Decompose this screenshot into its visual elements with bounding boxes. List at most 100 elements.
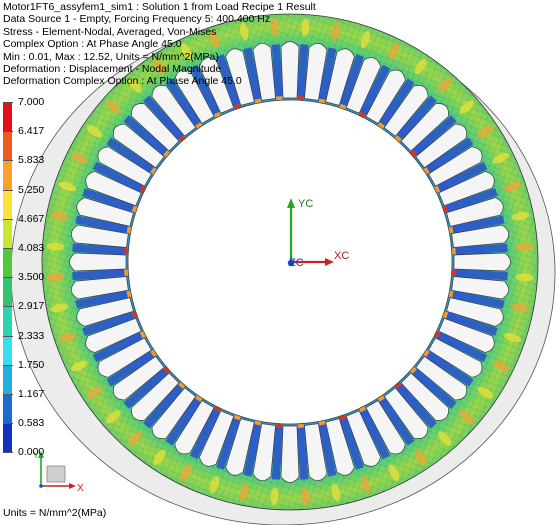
yoke-hotspot: [180, 42, 192, 60]
stator-tooth-slot: [448, 276, 509, 309]
tooth-body: [437, 161, 488, 193]
slot-opening: [383, 85, 429, 137]
slot-opening: [97, 146, 152, 187]
tooth-body: [165, 78, 202, 127]
legend-tick: [3, 306, 13, 308]
tooth-body: [452, 215, 505, 234]
stator-tooth-slot: [394, 372, 449, 429]
tooth-body: [412, 115, 457, 156]
tooth-tip: [139, 185, 147, 194]
tooth-body: [271, 427, 284, 480]
yoke-hotspot: [209, 475, 220, 494]
yoke-hotspot: [503, 181, 522, 192]
legend-tick-label: 6.417: [18, 125, 45, 138]
stator-tooth-slot: [304, 43, 337, 104]
tooth-body: [452, 290, 505, 309]
tooth-body: [318, 424, 337, 477]
tooth-body: [437, 331, 488, 363]
stator-tooth-slot: [92, 330, 152, 378]
tooth-body: [189, 409, 221, 460]
legend-swatch: [3, 189, 12, 219]
legend-tick-label: 7.000: [18, 96, 45, 108]
header-line-1: Motor1FT6_assyfem1_sim1 : Solution 1 fro…: [3, 1, 316, 13]
header-line-5: Min : 0.01, Max : 12.52, Units = N/mm^2(…: [3, 50, 219, 63]
tooth-tip: [297, 96, 304, 101]
triad-x-arrowhead: [69, 483, 76, 489]
tooth-tip: [358, 405, 367, 413]
yoke-hotspot: [209, 30, 220, 49]
xc-label: XC: [334, 250, 349, 262]
tooth-body: [445, 188, 498, 213]
slot-opening: [199, 57, 235, 114]
legend-swatch: [3, 160, 12, 190]
tooth-body: [82, 311, 135, 336]
tooth-tip: [124, 269, 129, 276]
stator-tooth-slot: [325, 48, 364, 110]
stator-tooth-slot: [358, 400, 406, 460]
stator-tooth-slot: [451, 252, 511, 281]
tooth-tip: [126, 290, 132, 298]
tooth-body: [82, 188, 135, 213]
yoke-hotspot: [50, 211, 69, 221]
stator-tooth-slot: [69, 243, 129, 272]
yoke-hotspot: [492, 360, 510, 372]
yoke-hotspot: [459, 100, 474, 114]
slot-opening: [252, 423, 276, 481]
stator-tooth-slot: [76, 188, 138, 227]
yoke-hotspot: [86, 125, 103, 138]
yoke-hotspot: [106, 410, 121, 424]
stator-tooth-slot: [409, 355, 467, 409]
tooth-body: [143, 384, 184, 429]
legend-tick: [3, 102, 13, 103]
slot-opening: [325, 418, 355, 476]
triad-x-label: X: [77, 483, 84, 494]
yoke-hotspot: [301, 18, 310, 37]
tooth-tip: [163, 366, 171, 374]
slot-opening: [415, 123, 467, 169]
slot-opening: [451, 224, 509, 248]
tooth-body: [216, 54, 241, 107]
stator-tooth-slot: [400, 103, 457, 158]
tooth-tip: [409, 366, 417, 374]
legend-tick-label: 3.500: [18, 271, 45, 284]
legend-tick: [3, 452, 13, 454]
tooth-body: [396, 95, 437, 140]
legend-swatch: [3, 306, 12, 336]
stator-tooth-slot: [383, 85, 437, 143]
legend-tick-label: 4.667: [18, 212, 45, 225]
header-line-2: Data Source 1 - Empty, Forcing Frequency…: [3, 13, 271, 26]
stator-tooth-slot: [243, 420, 276, 481]
yc-arrowhead: [287, 198, 295, 208]
tooth-tip: [297, 423, 304, 428]
tooth-body: [318, 47, 337, 100]
legend-tick-label: 4.083: [18, 242, 45, 254]
yoke-hotspot: [515, 242, 534, 251]
slot-opening: [225, 418, 255, 476]
slot-opening: [76, 297, 134, 327]
legend-tick-label: 2.333: [18, 329, 45, 342]
legend-tick: [3, 248, 13, 249]
yoke-hotspot: [511, 303, 530, 313]
stator-tooth-slot: [415, 123, 474, 175]
slot-opening: [428, 337, 483, 378]
legend-tick: [3, 335, 13, 337]
yoke-hotspot: [70, 152, 88, 164]
yoke-hotspot: [153, 58, 166, 75]
stator-tooth-slot: [85, 161, 147, 207]
yoke-hotspot: [414, 58, 427, 75]
tooth-tip: [358, 111, 367, 119]
legend-tick: [3, 394, 13, 395]
legend-tick-label: 5.833: [18, 154, 45, 167]
yoke-hotspot: [239, 483, 249, 502]
view-triad[interactable]: Y X: [33, 450, 84, 494]
legend-tick-label: 0.000: [18, 446, 45, 459]
slot-opening: [400, 372, 449, 421]
tooth-body: [216, 417, 241, 470]
header-line-3: Stress - Element-Nodal, Averaged, Von-Mi…: [3, 25, 217, 38]
tooth-tip: [409, 150, 417, 158]
tooth-body: [72, 268, 125, 281]
tooth-body: [106, 350, 155, 387]
triad-origin-icon: [39, 484, 43, 488]
stator-tooth-slot: [174, 64, 222, 124]
